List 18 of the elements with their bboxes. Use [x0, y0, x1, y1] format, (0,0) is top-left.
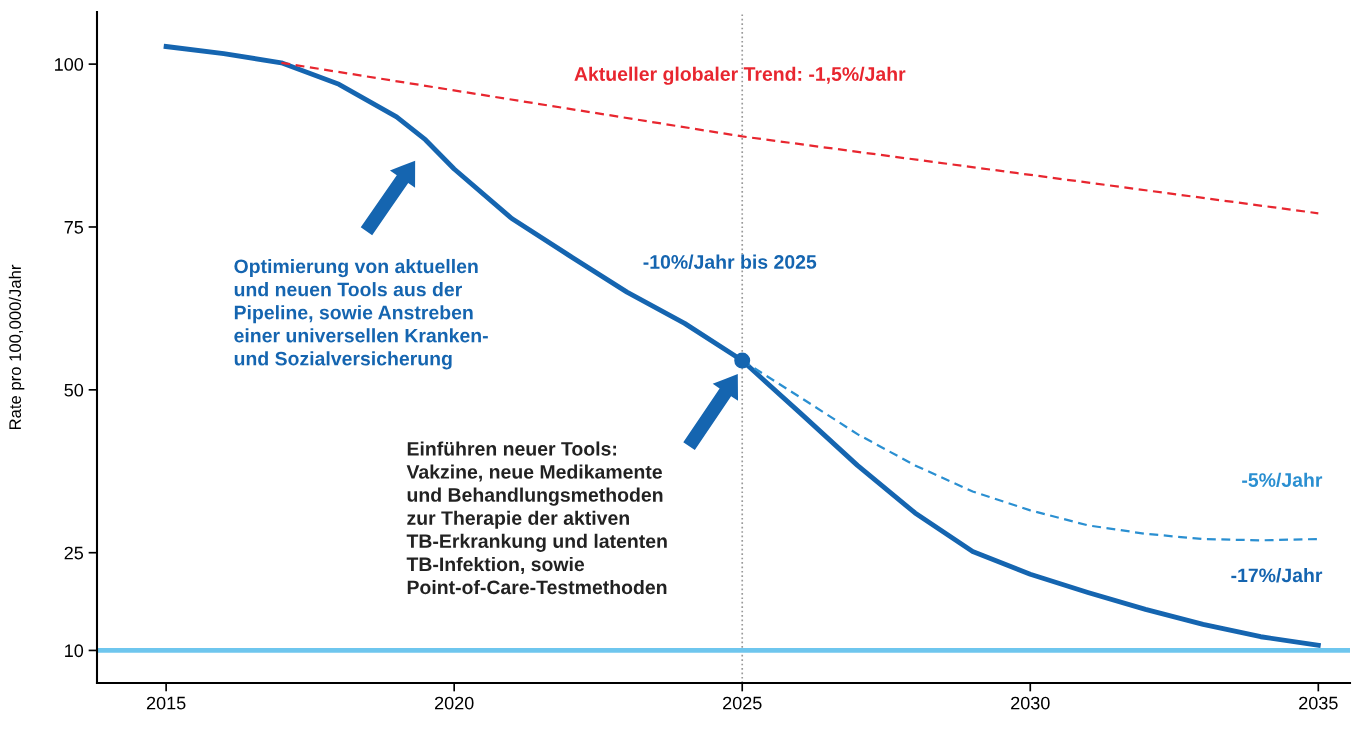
line-series: [163, 44, 1321, 648]
x-tick-label: 2035: [1299, 696, 1338, 710]
y-tick-label: 75: [64, 221, 84, 234]
x-tick-label: 2015: [146, 696, 186, 710]
x-tick-label: 2030: [1011, 696, 1050, 710]
annotation: -17%/Jahr: [1231, 567, 1323, 583]
y-axis-title: Rate pro 100,000/Jahr: [8, 264, 25, 430]
y-tick-label: 25: [64, 546, 84, 560]
y-tick-label: 100: [55, 58, 84, 71]
annotation: -10%/Jahr bis 2025: [643, 254, 817, 270]
y-tick-label: 50: [64, 383, 84, 397]
x-tick-label: 2020: [435, 696, 474, 710]
annotation: Einführen neuer Tools: Vakzine, neue Medikamente und Behandlungsmethoden zur Therapie der aktiven TB-Erkrankung und latenten TB-Infektion, sowie Point-of-Care-Testmethoden: [406, 441, 667, 595]
x-tick-label: 2025: [723, 696, 762, 710]
annotation: Aktueller globaler Trend: -1,5%/Jahr: [574, 66, 906, 85]
annotation: Optimierung von aktuellen und neuen Tools aus der Pipeline, sowie Anstreben einer universellen Kranken- und Sozialversicherung: [234, 258, 488, 370]
annotation: -5%/Jahr: [1242, 472, 1323, 488]
y-tick-label: 10: [65, 644, 84, 658]
